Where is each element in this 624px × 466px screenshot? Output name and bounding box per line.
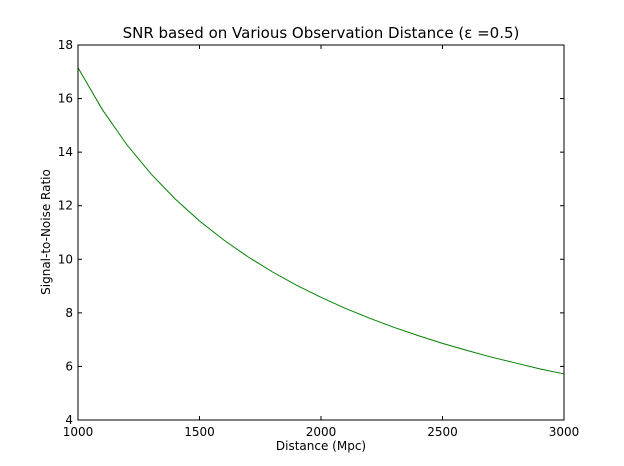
- x-tick-label: 2500: [427, 425, 458, 439]
- y-tick-label: 18: [58, 38, 73, 52]
- y-tick-label: 12: [58, 199, 73, 213]
- chart-ticks: 1000 1500 2000 2500 3000 4 6 8 10 12 14 16 18: [58, 38, 580, 439]
- x-tick-label: 1000: [63, 425, 94, 439]
- x-axis-label: Distance (Mpc): [276, 439, 366, 453]
- plot-area: [78, 45, 564, 420]
- chart-title: SNR based on Various Observation Distanc…: [123, 24, 520, 42]
- y-tick-label: 6: [65, 359, 73, 373]
- x-tick-label: 2000: [306, 425, 337, 439]
- y-tick-label: 16: [58, 92, 73, 106]
- y-tick-label: 10: [58, 252, 73, 266]
- chart-marks: [77, 67, 565, 375]
- x-tick-label: 3000: [549, 425, 580, 439]
- y-tick-label: 8: [65, 306, 73, 320]
- y-tick-label: 4: [65, 413, 73, 427]
- y-axis-label: Signal-to-Noise Ratio: [39, 169, 53, 295]
- y-tick-label: 14: [58, 145, 73, 159]
- series-line-0: [77, 67, 565, 375]
- x-tick-label: 1500: [184, 425, 215, 439]
